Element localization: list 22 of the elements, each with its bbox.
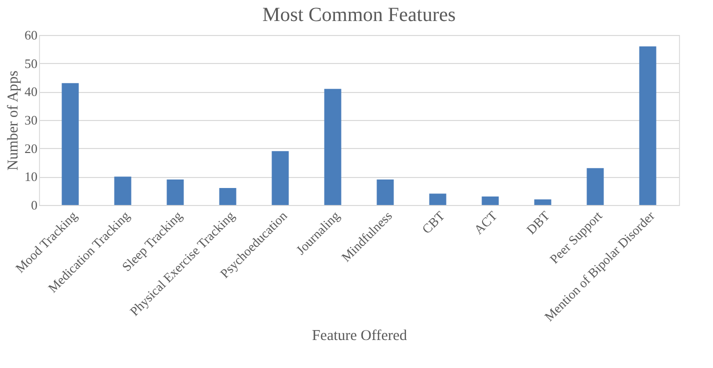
bar xyxy=(166,180,184,205)
bar xyxy=(62,83,79,205)
y-tick-label: 50 xyxy=(24,56,38,71)
y-tick-label: 20 xyxy=(24,140,38,156)
bar xyxy=(219,188,236,205)
x-axis-title: Feature Offered xyxy=(312,328,408,344)
bar xyxy=(534,199,552,205)
y-axis-title: Number of Apps xyxy=(6,70,22,170)
bar xyxy=(376,180,394,205)
bar xyxy=(114,176,132,205)
chart-title: Most Common Features xyxy=(262,4,456,26)
y-tick-label: 40 xyxy=(24,84,38,100)
y-tick-label: 30 xyxy=(24,112,38,128)
bar xyxy=(639,46,656,205)
y-tick-label: 60 xyxy=(24,28,38,42)
bar xyxy=(429,194,446,205)
y-tick-label: 0 xyxy=(31,198,38,212)
bar xyxy=(272,151,289,205)
bar xyxy=(324,88,342,205)
bar xyxy=(482,196,499,205)
bar xyxy=(586,168,604,205)
y-tick-label: 10 xyxy=(24,169,38,184)
